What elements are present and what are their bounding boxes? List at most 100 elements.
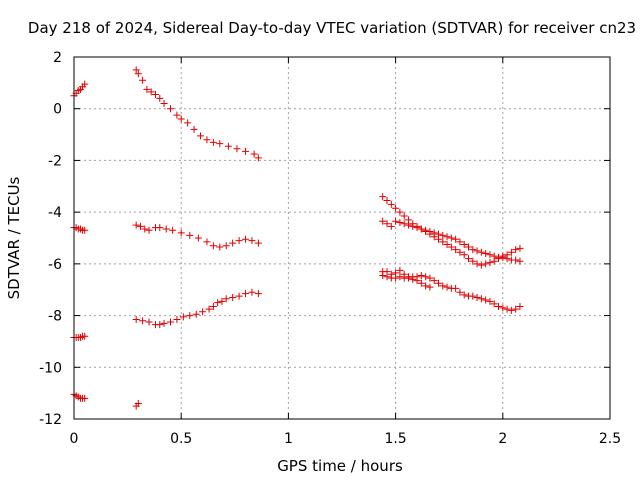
- data-point: [248, 288, 256, 296]
- data-point: [460, 291, 468, 299]
- data-point: [184, 119, 192, 127]
- data-point: [383, 220, 391, 228]
- data-point: [156, 321, 164, 329]
- data-point: [132, 66, 140, 74]
- series-sat-j: [379, 217, 524, 265]
- data-point: [456, 238, 464, 246]
- data-point: [229, 293, 237, 301]
- data-point: [417, 225, 425, 233]
- data-point: [166, 318, 174, 326]
- data-point: [396, 273, 404, 281]
- data-point: [452, 235, 460, 243]
- data-point: [233, 145, 241, 153]
- y-tick-label: -12: [39, 412, 62, 428]
- data-point: [516, 244, 524, 252]
- data-point: [379, 217, 387, 225]
- data-point: [242, 290, 250, 298]
- data-point: [214, 299, 222, 307]
- data-point: [81, 394, 89, 402]
- data-point: [216, 243, 224, 251]
- data-point: [417, 271, 425, 279]
- data-point: [452, 246, 460, 254]
- data-point: [456, 288, 464, 296]
- data-point: [443, 283, 451, 291]
- data-point: [516, 257, 524, 265]
- data-point: [192, 310, 200, 318]
- data-point: [242, 235, 250, 243]
- data-point: [392, 274, 400, 282]
- data-point: [396, 218, 404, 226]
- data-point: [392, 217, 400, 225]
- data-point: [396, 266, 404, 274]
- data-point: [169, 226, 177, 234]
- data-point: [132, 315, 140, 323]
- data-point: [177, 115, 185, 123]
- data-point: [426, 274, 434, 282]
- data-point: [404, 274, 412, 282]
- data-point: [477, 295, 485, 303]
- data-point: [400, 220, 408, 228]
- series-sat-g: [132, 288, 262, 329]
- y-tick-label: 2: [53, 50, 62, 66]
- data-point: [486, 297, 494, 305]
- y-tick-label: -4: [48, 205, 62, 221]
- x-tick-label: 0.5: [170, 431, 192, 447]
- data-point: [460, 240, 468, 248]
- data-point: [413, 224, 421, 232]
- data-point: [235, 292, 243, 300]
- data-point: [477, 248, 485, 256]
- data-point: [447, 243, 455, 251]
- data-point: [248, 237, 256, 245]
- data-point: [143, 85, 151, 93]
- data-point: [203, 238, 211, 246]
- grid-layer: [74, 57, 610, 419]
- data-point: [490, 252, 498, 260]
- data-point: [177, 229, 185, 237]
- data-point: [417, 279, 425, 287]
- x-tick-label: 0: [70, 431, 79, 447]
- data-point: [194, 234, 202, 242]
- data-point: [464, 243, 472, 251]
- series-sat-a: [70, 80, 89, 100]
- data-point: [160, 319, 168, 327]
- data-point: [250, 150, 258, 158]
- y-tick-labels: 2 0 -2 -4 -6 -8 -10 -12: [39, 50, 62, 428]
- data-point: [469, 292, 477, 300]
- y-axis-label: SDTVAR / TECUs: [5, 176, 23, 299]
- series-sat-d: [70, 390, 89, 402]
- data-point: [173, 111, 181, 119]
- data-point: [218, 297, 226, 305]
- data-point: [179, 313, 187, 321]
- data-point: [430, 229, 438, 237]
- data-point: [173, 315, 181, 323]
- data-point: [507, 248, 515, 256]
- data-point: [145, 226, 153, 234]
- data-point: [396, 208, 404, 216]
- data-point: [132, 221, 140, 229]
- data-point: [422, 226, 430, 234]
- data-point: [460, 251, 468, 259]
- data-point: [512, 305, 520, 313]
- data-point: [507, 306, 515, 314]
- data-point: [139, 76, 147, 84]
- data-point: [81, 80, 89, 88]
- data-point: [222, 295, 230, 303]
- x-axis-label: GPS time / hours: [277, 457, 403, 475]
- y-tick-label: 0: [53, 102, 62, 118]
- data-point: [242, 147, 250, 155]
- x-tick-label: 2.5: [599, 431, 621, 447]
- data-point: [516, 303, 524, 311]
- data-point: [439, 231, 447, 239]
- series-sat-c: [70, 332, 89, 342]
- data-point: [434, 230, 442, 238]
- data-point: [439, 238, 447, 246]
- y-tick-label: -8: [48, 309, 62, 325]
- data-point: [156, 94, 164, 102]
- series-sat-b: [70, 224, 89, 234]
- series-sat-e: [132, 66, 262, 162]
- data-point: [477, 261, 485, 269]
- data-point: [439, 282, 447, 290]
- data-point: [387, 222, 395, 230]
- y-tick-label: -6: [48, 257, 62, 273]
- data-point: [473, 247, 481, 255]
